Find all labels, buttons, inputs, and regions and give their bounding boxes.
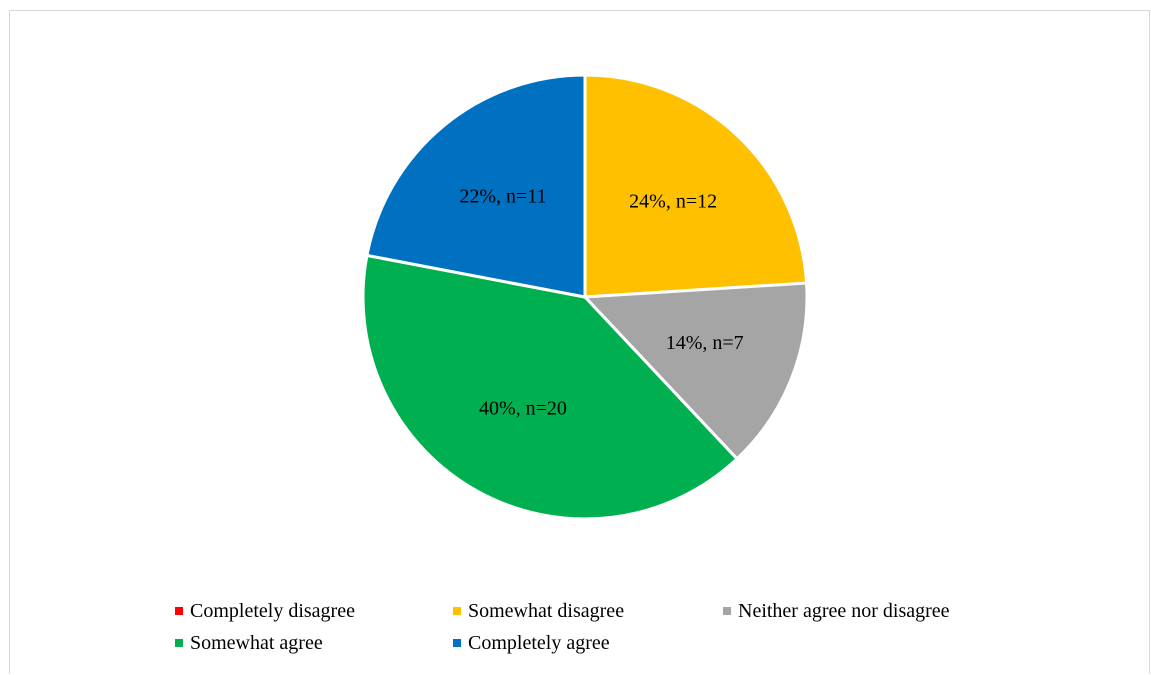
legend-item-somewhat-agree: Somewhat agree	[175, 632, 453, 655]
legend-swatch-completely-agree	[453, 639, 461, 647]
legend: Completely disagree Somewhat disagree Ne…	[175, 595, 1055, 659]
legend-label: Completely disagree	[190, 599, 355, 622]
legend-label: Neither agree nor disagree	[738, 599, 950, 622]
legend-item-completely-disagree: Completely disagree	[175, 600, 453, 623]
legend-item-neither: Neither agree nor disagree	[723, 600, 950, 623]
pie-slice-somewhat-agree	[361, 253, 740, 521]
data-label-completely-agree: 22%, n=11	[459, 185, 546, 207]
pie-slice-completely-agree	[365, 73, 587, 299]
pie-slice-somewhat-disagree	[583, 73, 809, 299]
legend-swatch-somewhat-disagree	[453, 607, 461, 615]
legend-label: Somewhat agree	[190, 631, 323, 654]
pie-slice-neither-agree-nor-disagree	[581, 281, 809, 461]
legend-swatch-somewhat-agree	[175, 639, 183, 647]
legend-label: Completely agree	[468, 631, 610, 654]
legend-row-1: Completely disagree Somewhat disagree Ne…	[175, 595, 1055, 627]
legend-label: Somewhat disagree	[468, 599, 625, 622]
legend-item-completely-agree: Completely agree	[453, 632, 610, 655]
data-label-somewhat-disagree: 24%, n=12	[629, 191, 717, 213]
legend-swatch-neither	[723, 607, 731, 615]
data-label-neither-agree-nor-disagree: 14%, n=7	[666, 332, 744, 354]
legend-row-2: Somewhat agree Completely agree	[175, 627, 1055, 659]
data-label-somewhat-agree: 40%, n=20	[479, 397, 567, 419]
legend-swatch-completely-disagree	[175, 607, 183, 615]
legend-item-somewhat-disagree: Somewhat disagree	[453, 600, 723, 623]
